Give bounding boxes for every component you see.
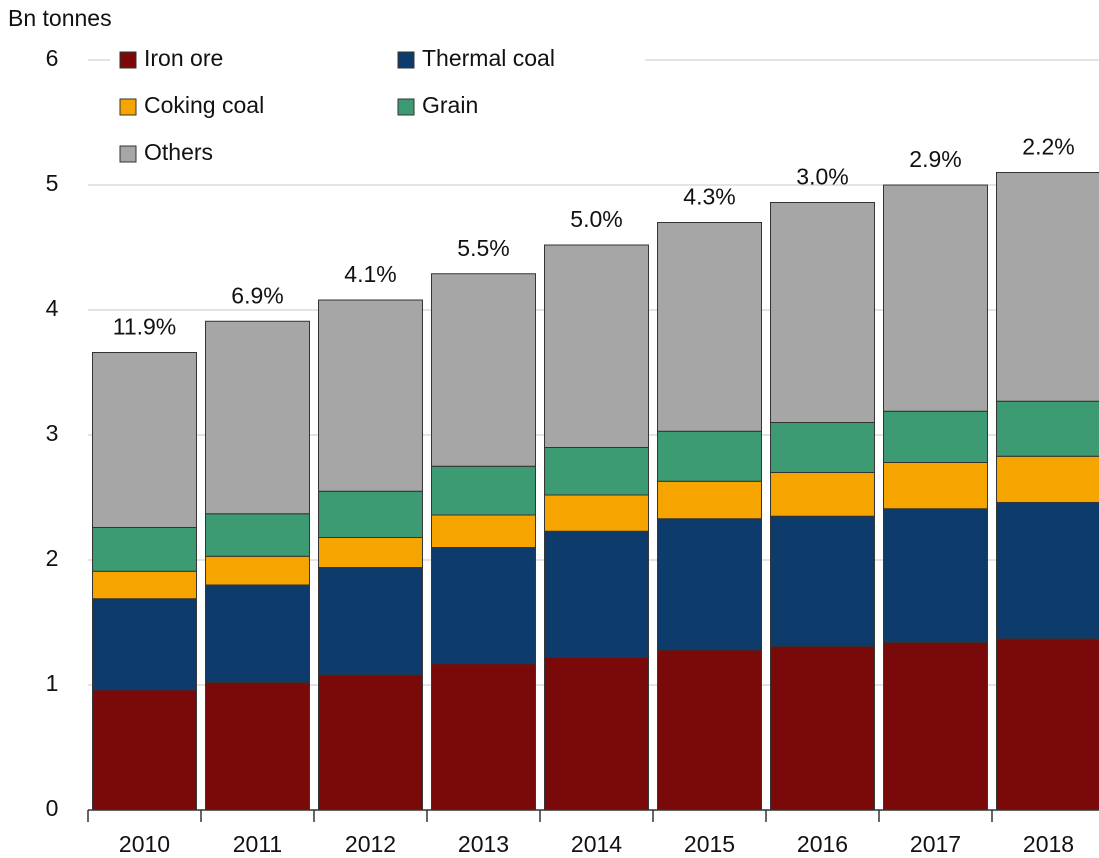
- bar-segment: [996, 502, 1099, 640]
- growth-label: 2.2%: [1022, 134, 1074, 160]
- legend-swatch: [119, 51, 137, 69]
- bar-segment: [770, 645, 875, 811]
- x-tick-label: 2012: [345, 831, 396, 857]
- bar-segment: [431, 465, 536, 516]
- y-tick-label: 0: [46, 795, 59, 821]
- growth-label: 2.9%: [909, 146, 961, 172]
- bar-segment: [205, 513, 310, 557]
- bar-segment: [431, 514, 536, 548]
- bar-segment: [544, 530, 649, 658]
- legend-swatch: [397, 51, 415, 69]
- bar-segment: [205, 584, 310, 683]
- bar-segment: [544, 494, 649, 532]
- x-tick-label: 2015: [684, 831, 735, 857]
- legend-bg: [110, 40, 645, 176]
- bar-segment: [770, 202, 875, 423]
- bar-segment: [318, 537, 423, 568]
- bar-segment: [996, 172, 1099, 402]
- bar-segment: [318, 567, 423, 676]
- bar-segment: [657, 480, 762, 520]
- bar-segment: [883, 462, 988, 510]
- y-tick-label: 4: [46, 295, 59, 321]
- bar-segment: [996, 638, 1099, 811]
- growth-label: 5.5%: [457, 235, 509, 261]
- x-tick-label: 2011: [233, 831, 282, 857]
- bar-segment: [431, 273, 536, 467]
- x-tick-label: 2010: [119, 831, 170, 857]
- legend-swatch: [119, 145, 137, 163]
- y-tick-label: 6: [46, 45, 59, 71]
- legend-label: Grain: [422, 92, 478, 118]
- bar-segment: [92, 689, 197, 811]
- bar-segment: [770, 472, 875, 517]
- bar-segment: [544, 447, 649, 496]
- bar-segment: [205, 320, 310, 515]
- growth-label: 4.3%: [683, 184, 735, 210]
- growth-label: 5.0%: [570, 206, 622, 232]
- bar-segment: [996, 455, 1099, 503]
- y-tick-label: 3: [46, 420, 59, 446]
- growth-label: 6.9%: [231, 282, 283, 308]
- legend-swatch: [397, 98, 415, 116]
- bar-segment: [205, 555, 310, 586]
- x-tick-label: 2017: [910, 831, 961, 857]
- growth-label: 4.1%: [344, 261, 396, 287]
- x-tick-label: 2018: [1023, 831, 1074, 857]
- y-tick-label: 1: [46, 670, 59, 696]
- bar-segment: [657, 518, 762, 651]
- x-tick-label: 2013: [458, 831, 509, 857]
- legend-label: Iron ore: [144, 45, 223, 71]
- x-tick-label: 2014: [571, 831, 622, 857]
- bar-segment: [657, 649, 762, 811]
- legend-label: Others: [144, 139, 213, 165]
- bar-segment: [318, 490, 423, 538]
- bar-segment: [996, 400, 1099, 457]
- bar-segment: [544, 657, 649, 811]
- bar-segment: [318, 299, 423, 492]
- bar-segment: [770, 515, 875, 647]
- y-tick-label: 2: [46, 545, 59, 571]
- bar-segment: [431, 663, 536, 811]
- bar-segment: [657, 430, 762, 482]
- growth-label: 3.0%: [796, 164, 848, 190]
- x-tick-label: 2016: [797, 831, 848, 857]
- bar-segment: [92, 352, 197, 528]
- bar-segment: [92, 570, 197, 600]
- legend-label: Coking coal: [144, 92, 264, 118]
- bar-segment: [318, 674, 423, 811]
- bar-segment: [92, 527, 197, 572]
- bar-segment: [431, 547, 536, 665]
- bar-segment: [883, 410, 988, 463]
- bar-segment: [770, 422, 875, 473]
- bar-segment: [883, 184, 988, 412]
- y-axis-label: Bn tonnes: [8, 5, 112, 31]
- y-tick-label: 5: [46, 170, 59, 196]
- bar-segment: [657, 222, 762, 432]
- legend-swatch: [119, 98, 137, 116]
- bar-segment: [92, 598, 197, 691]
- legend-label: Thermal coal: [422, 45, 555, 71]
- bar-segment: [544, 244, 649, 448]
- bar-segment: [883, 642, 988, 811]
- bar-segment: [883, 508, 988, 643]
- growth-label: 11.9%: [113, 314, 177, 340]
- bar-segment: [205, 682, 310, 811]
